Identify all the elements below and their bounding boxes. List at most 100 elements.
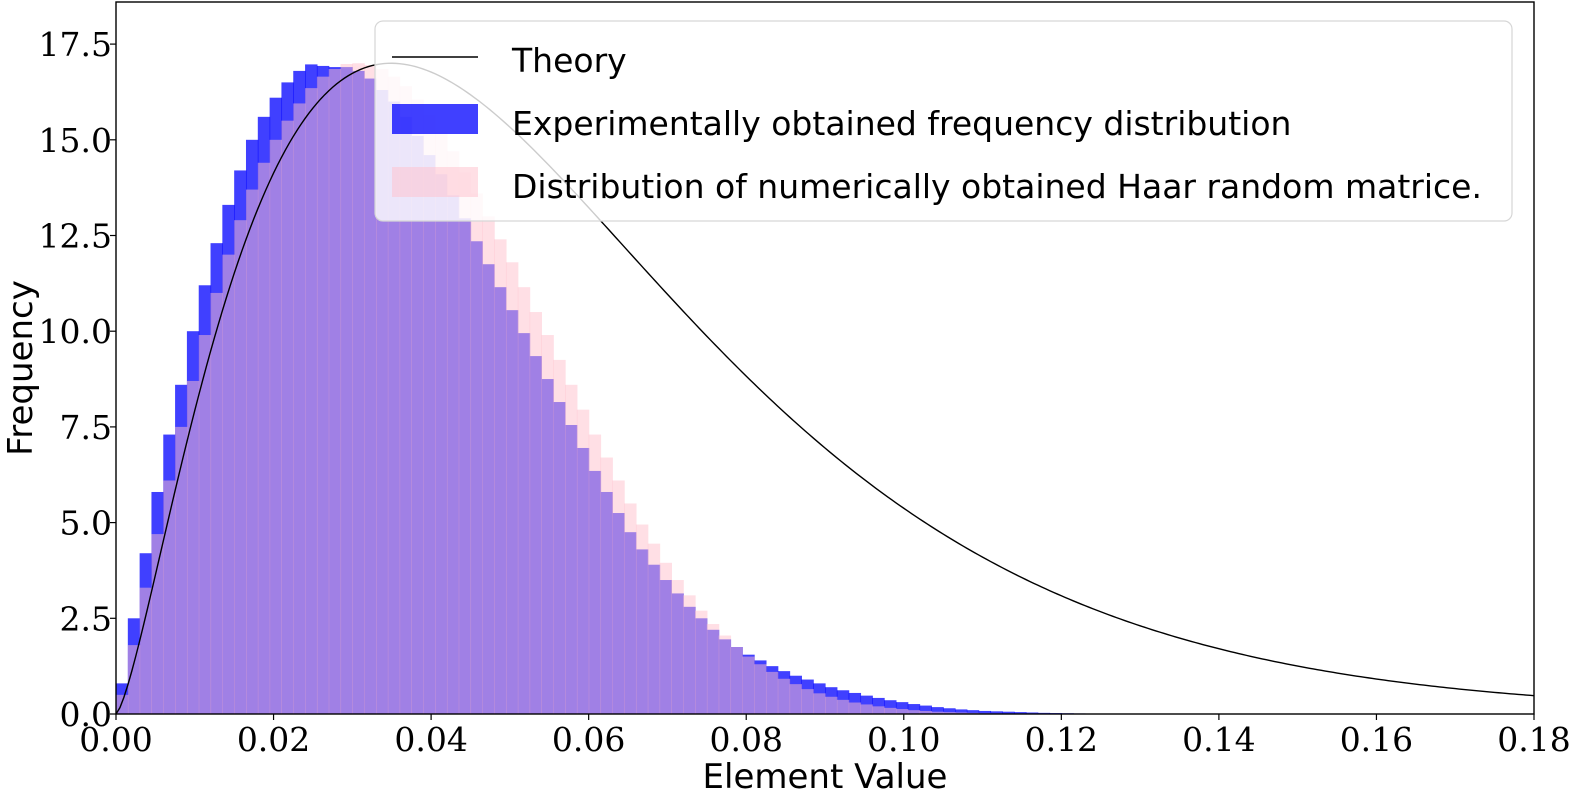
haar-bar-41 bbox=[600, 457, 613, 714]
legend-experimental-swatch bbox=[392, 104, 478, 134]
x-tick-label: 0.18 bbox=[1497, 720, 1570, 759]
haar-bar-71 bbox=[954, 712, 968, 714]
experimental-bar-73 bbox=[978, 710, 992, 714]
haar-bar-64 bbox=[872, 706, 885, 714]
haar-bar-14 bbox=[281, 120, 294, 715]
haar-bar-48 bbox=[683, 595, 696, 714]
haar-bar-69 bbox=[931, 711, 944, 714]
haar-bar-52 bbox=[730, 647, 743, 714]
x-tick-label: 0.06 bbox=[552, 720, 625, 759]
legend-label-experimental: Experimentally obtained frequency distri… bbox=[512, 104, 1291, 143]
haar-bar-16 bbox=[305, 88, 318, 714]
legend-label-theory: Theory bbox=[511, 41, 627, 80]
haar-bar-6 bbox=[186, 380, 200, 714]
haar-bar-60 bbox=[825, 696, 838, 714]
haar-bar-21 bbox=[364, 65, 377, 714]
haar-bar-66 bbox=[895, 709, 909, 714]
experimental-bar-69 bbox=[931, 707, 944, 714]
experimental-bar-74 bbox=[990, 711, 1003, 714]
x-tick-label: 0.02 bbox=[237, 720, 310, 759]
theory-curve bbox=[115, 62, 1535, 715]
haar-bar-31 bbox=[482, 216, 495, 714]
x-axis-ticks: 0.00 0.02 0.04 0.06 0.08 0.10 0.12 0.14 0.16 0.18 bbox=[79, 714, 1571, 759]
x-tick-label: 0.00 bbox=[79, 720, 152, 759]
experimental-bar-67 bbox=[907, 704, 921, 714]
haar-bar-3 bbox=[151, 534, 164, 714]
y-tick-label: 15.0 bbox=[39, 121, 112, 160]
experimental-bar-75 bbox=[1002, 711, 1015, 714]
haar-bar-46 bbox=[659, 562, 672, 714]
haar-bar-57 bbox=[789, 684, 802, 714]
haar-bar-62 bbox=[848, 702, 862, 714]
haar-bar-51 bbox=[718, 635, 732, 714]
haar-bar-63 bbox=[860, 704, 873, 714]
haar-bar-49 bbox=[695, 610, 708, 714]
x-axis-label: Element Value bbox=[703, 757, 948, 795]
haar-bar-27 bbox=[435, 132, 448, 714]
x-tick-label: 0.04 bbox=[394, 720, 467, 759]
haar-bar-23 bbox=[387, 76, 401, 714]
haar-bar-7 bbox=[198, 335, 212, 714]
haar-bar-39 bbox=[576, 409, 590, 714]
experimental-bar-70 bbox=[943, 708, 956, 714]
haar-bar-25 bbox=[411, 99, 424, 715]
haar-bar-65 bbox=[884, 707, 897, 714]
plot-frame bbox=[115, 1, 1535, 715]
haar-bar-68 bbox=[919, 710, 932, 714]
haar-bar-56 bbox=[777, 678, 791, 714]
haar-bar-53 bbox=[742, 656, 755, 714]
experimental-bar-68 bbox=[919, 705, 932, 714]
y-tick-label: 7.5 bbox=[60, 408, 112, 447]
haar-bar-9 bbox=[222, 254, 235, 714]
haar-bar-2 bbox=[139, 587, 153, 714]
haar-bar-29 bbox=[458, 172, 472, 715]
haar-bar-10 bbox=[234, 220, 247, 714]
haar-bar-35 bbox=[529, 312, 542, 714]
haar-bar-34 bbox=[517, 287, 531, 714]
haar-bar-36 bbox=[541, 335, 554, 714]
haar-bar-22 bbox=[375, 68, 389, 715]
y-tick-label: 12.5 bbox=[39, 217, 112, 256]
haar-bar-40 bbox=[588, 434, 602, 714]
haar-bar-54 bbox=[754, 664, 767, 714]
haar-bar-59 bbox=[813, 693, 826, 714]
y-tick-label: 10.0 bbox=[39, 312, 112, 351]
y-tick-label: 0.0 bbox=[60, 695, 112, 734]
haar-bar-12 bbox=[257, 162, 271, 714]
experimental-bar-77 bbox=[1025, 712, 1039, 714]
x-tick-label: 0.14 bbox=[1182, 720, 1255, 759]
haar-bar-61 bbox=[836, 699, 850, 714]
haar-bar-44 bbox=[635, 524, 649, 714]
haar-bar-4 bbox=[163, 480, 176, 714]
haar-bar-42 bbox=[612, 480, 625, 714]
haar-bar-28 bbox=[446, 151, 460, 715]
experimental-bar-66 bbox=[895, 702, 909, 714]
legend: Theory Experimentally obtained frequency… bbox=[374, 20, 1513, 222]
haar-bar-13 bbox=[269, 139, 283, 714]
legend-haar-swatch bbox=[392, 167, 478, 197]
haar-bar-67 bbox=[907, 710, 921, 714]
haar-bar-70 bbox=[943, 712, 956, 714]
haar-bar-47 bbox=[671, 580, 684, 714]
haar-bar-43 bbox=[624, 503, 637, 714]
haar-histogram bbox=[116, 63, 1122, 715]
haar-bar-37 bbox=[553, 359, 566, 714]
haar-bar-20 bbox=[352, 63, 365, 714]
y-axis-ticks: 0.0 2.5 5.0 7.5 10.0 12.5 15.0 17.5 bbox=[39, 25, 116, 734]
haar-bar-32 bbox=[494, 239, 507, 714]
y-tick-label: 17.5 bbox=[39, 25, 112, 64]
haar-bar-18 bbox=[328, 68, 342, 715]
haar-bar-5 bbox=[175, 426, 188, 714]
haar-bar-45 bbox=[647, 543, 661, 714]
haar-bar-58 bbox=[801, 689, 814, 714]
y-tick-label: 2.5 bbox=[60, 599, 112, 638]
haar-bar-11 bbox=[245, 189, 259, 714]
x-tick-label: 0.16 bbox=[1340, 720, 1413, 759]
experimental-bar-76 bbox=[1014, 712, 1027, 714]
haar-bar-1 bbox=[127, 645, 141, 714]
haar-bar-17 bbox=[316, 76, 330, 714]
haar-bar-15 bbox=[293, 103, 306, 714]
haar-bar-33 bbox=[505, 262, 519, 714]
